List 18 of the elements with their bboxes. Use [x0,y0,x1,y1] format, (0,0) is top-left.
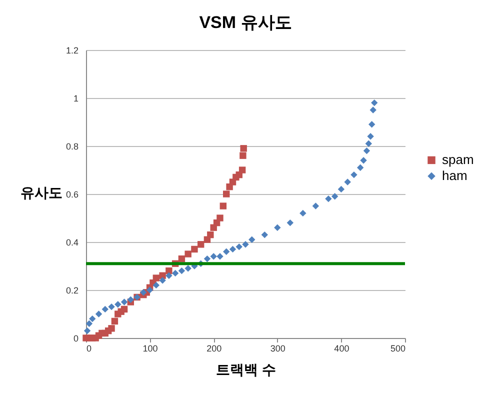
y-tick-label: 1 [73,94,78,104]
y-axis-title: 유사도 [20,184,62,200]
x-axis-title: 트랙백 수 [216,362,276,378]
legend-label: spam [442,152,474,168]
x-tick-label: 500 [390,344,406,354]
x-tick-label: 300 [270,344,286,354]
chart-title: VSM 유사도 [199,13,292,32]
x-tick-label: 100 [142,344,158,354]
x-tick-label: 0 [86,344,92,354]
x-tick-label: 200 [206,344,222,354]
y-tick-label: 0.6 [66,190,78,200]
x-tick-label: 400 [334,344,350,354]
y-tick-label: 0.8 [66,142,78,152]
y-tick-label: 0 [73,334,78,344]
y-tick-label: 0.2 [66,286,78,296]
y-tick-label: 1.2 [66,46,78,56]
legend-label: ham [442,168,468,184]
y-tick-label: 0.4 [66,238,78,248]
